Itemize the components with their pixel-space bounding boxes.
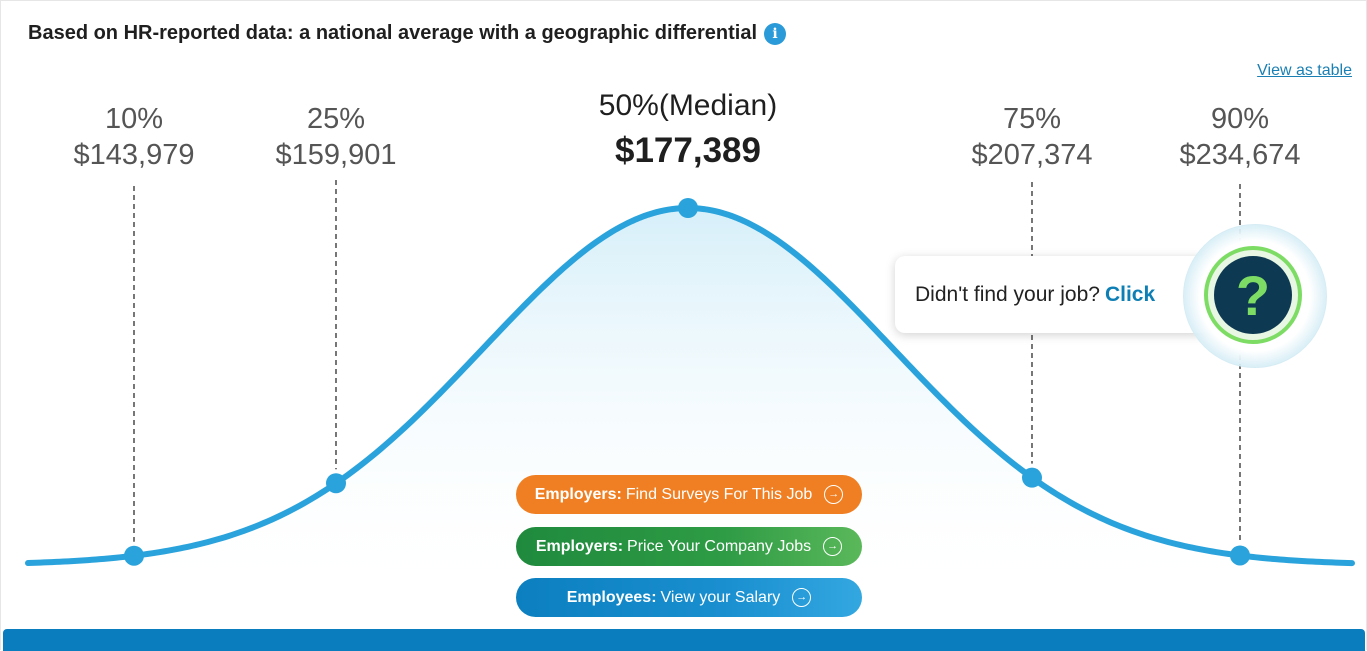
question-mark-icon[interactable]: ?: [1214, 256, 1292, 334]
percentile-marker: [1022, 467, 1042, 488]
percentile-value-label: $143,979: [74, 139, 195, 171]
popup-click-link[interactable]: Click: [1104, 282, 1156, 306]
percentile-label: 50%(Median): [599, 89, 777, 122]
cta-text: Price Your Company Jobs: [627, 537, 812, 555]
info-icon[interactable]: i: [764, 22, 787, 45]
percentile-marker: [124, 545, 144, 566]
percentile-marker: [326, 473, 346, 494]
percentile-label: 25%: [307, 103, 365, 135]
find-surveys-button[interactable]: Employers: Find Surveys For This Job →: [516, 475, 862, 514]
cta-role-label: Employees:: [566, 588, 657, 606]
percentile-marker: [1230, 545, 1250, 566]
percentile-label: 10%: [105, 103, 163, 135]
percentile-label: 90%: [1211, 103, 1269, 135]
find-job-popup[interactable]: Didn't find your job? Click: [895, 256, 1210, 333]
arrow-right-icon: →: [792, 588, 812, 607]
percentile-label: 75%: [1003, 103, 1061, 135]
popup-text: Didn't find your job?: [915, 282, 1100, 306]
curve-fill-area: [28, 208, 1352, 600]
cta-text: View your Salary: [660, 588, 781, 606]
heading-title: Based on HR-reported data: a national av…: [28, 22, 758, 44]
cta-role-label: Employers:: [534, 485, 622, 503]
arrow-right-icon: →: [823, 537, 843, 556]
cta-role-label: Employers:: [535, 537, 624, 555]
percentile-value-label: $159,901: [276, 139, 397, 171]
cta-text: Find Surveys For This Job: [625, 485, 813, 503]
price-company-jobs-button[interactable]: Employers: Price Your Company Jobs →: [516, 527, 862, 566]
view-your-salary-button[interactable]: Employees: View your Salary →: [516, 578, 862, 617]
percentile-marker: [678, 198, 698, 218]
arrow-right-icon: →: [824, 485, 844, 504]
percentile-value-label: $177,389: [615, 131, 761, 170]
bottom-bar: [3, 629, 1365, 651]
percentile-value-label: $234,674: [1180, 139, 1301, 171]
page-heading: Based on HR-reported data: a national av…: [28, 22, 787, 45]
percentile-value-label: $207,374: [972, 139, 1093, 171]
view-as-table-link[interactable]: View as table: [1257, 62, 1352, 79]
